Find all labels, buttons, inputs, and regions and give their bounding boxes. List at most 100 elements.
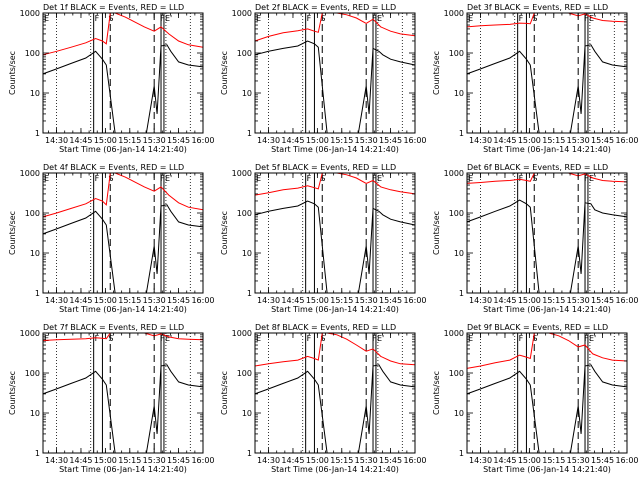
event-label: S bbox=[108, 334, 113, 343]
series-lld-line bbox=[466, 332, 628, 369]
event-label: F bbox=[307, 174, 312, 183]
plot-frame bbox=[254, 172, 416, 294]
x-tick-label: 14:30 bbox=[45, 136, 68, 145]
y-axis-label: Counts/sec bbox=[8, 371, 17, 415]
x-tick-label: 14:45 bbox=[493, 136, 516, 145]
event-label: F bbox=[519, 334, 524, 343]
plot-frame bbox=[254, 332, 416, 454]
y-tick-label: 1 bbox=[459, 449, 464, 458]
y-tick-label: 10 bbox=[454, 249, 464, 258]
x-tick-label: 14:30 bbox=[257, 136, 280, 145]
event-label: E' bbox=[589, 14, 596, 23]
plot-frame bbox=[42, 332, 204, 454]
x-tick-label: 15:30 bbox=[143, 296, 166, 305]
y-tick-label: 100 bbox=[449, 49, 464, 58]
y-tick-label: 100 bbox=[25, 369, 40, 378]
x-tick-label: 15:45 bbox=[591, 136, 614, 145]
event-label: S bbox=[320, 334, 325, 343]
y-tick-label: 100 bbox=[237, 209, 252, 218]
y-tick-label: 1000 bbox=[20, 9, 40, 18]
event-label: F bbox=[95, 174, 100, 183]
y-tick-label: 10 bbox=[242, 249, 252, 258]
x-tick-label: 15:00 bbox=[306, 136, 329, 145]
event-label: F bbox=[372, 14, 377, 23]
x-tick-label: 15:45 bbox=[167, 296, 190, 305]
y-tick-label: 100 bbox=[449, 209, 464, 218]
series-events-line bbox=[466, 199, 628, 294]
x-tick-label: 14:45 bbox=[69, 136, 92, 145]
plot-frame bbox=[466, 12, 628, 134]
event-label: F bbox=[584, 174, 589, 183]
y-axis-label: Counts/sec bbox=[220, 211, 229, 255]
y-tick-label: 1000 bbox=[444, 329, 464, 338]
x-tick-label: 15:45 bbox=[591, 456, 614, 465]
y-axis-label: Counts/sec bbox=[8, 211, 17, 255]
series-events-line bbox=[254, 200, 416, 294]
x-tick-label: 15:15 bbox=[330, 456, 353, 465]
event-label: S bbox=[108, 14, 113, 23]
panel-title: Det 1f BLACK = Events, RED = LLD bbox=[43, 3, 184, 12]
x-tick-label: 15:15 bbox=[542, 136, 565, 145]
y-tick-label: 1000 bbox=[232, 9, 252, 18]
y-tick-label: 100 bbox=[25, 209, 40, 218]
event-label: E' bbox=[165, 174, 172, 183]
event-label: E bbox=[256, 174, 261, 183]
event-label: E bbox=[468, 334, 473, 343]
series-lld-line bbox=[42, 172, 204, 218]
x-axis-label: Start Time (06-Jan-14 14:21:40) bbox=[59, 465, 187, 474]
y-tick-label: 1 bbox=[247, 289, 252, 298]
x-tick-label: 14:30 bbox=[45, 456, 68, 465]
event-label: E' bbox=[377, 14, 384, 23]
x-tick-label: 15:15 bbox=[330, 136, 353, 145]
event-label: F bbox=[519, 14, 524, 23]
x-axis-label: Start Time (06-Jan-14 14:21:40) bbox=[483, 145, 611, 154]
x-tick-label: 15:30 bbox=[567, 136, 590, 145]
y-tick-label: 10 bbox=[30, 249, 40, 258]
series-events-line bbox=[42, 44, 204, 134]
x-tick-label: 15:45 bbox=[379, 136, 402, 145]
panel-title: Det 5f BLACK = Events, RED = LLD bbox=[255, 163, 396, 172]
event-label: F bbox=[307, 14, 312, 23]
panel-title: Det 4f BLACK = Events, RED = LLD bbox=[43, 163, 184, 172]
x-tick-label: 15:45 bbox=[591, 296, 614, 305]
x-tick-label: 15:45 bbox=[167, 456, 190, 465]
x-tick-label: 14:45 bbox=[281, 136, 304, 145]
y-tick-label: 1000 bbox=[232, 329, 252, 338]
y-tick-label: 1 bbox=[459, 289, 464, 298]
x-tick-label: 14:30 bbox=[257, 296, 280, 305]
x-tick-label: 15:00 bbox=[518, 296, 541, 305]
event-label: E' bbox=[377, 174, 384, 183]
plot-frame bbox=[254, 12, 416, 134]
x-tick-label: 15:30 bbox=[355, 136, 378, 145]
event-label: E' bbox=[589, 334, 596, 343]
x-tick-label: 14:30 bbox=[469, 296, 492, 305]
y-tick-label: 1000 bbox=[444, 169, 464, 178]
y-tick-label: 1 bbox=[247, 129, 252, 138]
series-events-line bbox=[42, 364, 204, 454]
series-lld-line bbox=[42, 12, 204, 56]
plot-frame bbox=[42, 172, 204, 294]
x-tick-label: 16:00 bbox=[403, 456, 426, 465]
y-tick-label: 100 bbox=[237, 49, 252, 58]
event-label: S bbox=[320, 174, 325, 183]
event-label: E' bbox=[165, 14, 172, 23]
x-axis-label: Start Time (06-Jan-14 14:21:40) bbox=[271, 305, 399, 314]
event-label: S bbox=[108, 174, 113, 183]
y-tick-label: 1000 bbox=[232, 169, 252, 178]
event-label: F bbox=[160, 174, 165, 183]
y-axis-label: Counts/sec bbox=[220, 371, 229, 415]
x-tick-label: 14:45 bbox=[493, 456, 516, 465]
y-tick-label: 100 bbox=[237, 369, 252, 378]
x-tick-label: 15:30 bbox=[143, 136, 166, 145]
y-tick-label: 1000 bbox=[20, 169, 40, 178]
y-axis-label: Counts/sec bbox=[432, 211, 441, 255]
x-tick-label: 15:15 bbox=[118, 296, 141, 305]
y-tick-label: 1000 bbox=[444, 9, 464, 18]
x-tick-label: 14:45 bbox=[281, 296, 304, 305]
